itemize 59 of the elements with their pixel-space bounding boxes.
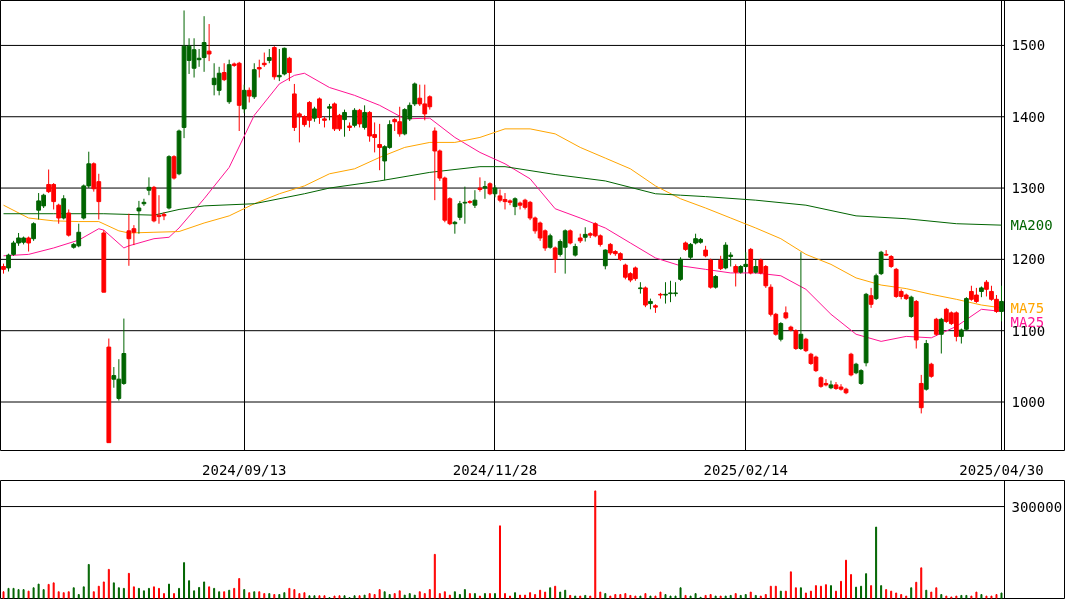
candlestick bbox=[61, 194, 67, 220]
candlestick bbox=[798, 251, 804, 351]
candlestick bbox=[873, 273, 879, 301]
candlestick bbox=[938, 317, 944, 355]
candlestick bbox=[201, 15, 207, 73]
x-tick-label: 2025/04/30 bbox=[959, 461, 1044, 478]
candlestick bbox=[56, 203, 62, 225]
candlestick bbox=[206, 23, 212, 62]
y-tick-label: 300000 bbox=[1011, 498, 1063, 515]
x-tick-label: 2024/11/28 bbox=[452, 461, 538, 478]
candlestick bbox=[868, 287, 874, 309]
candlestick bbox=[953, 310, 959, 342]
candlestick bbox=[146, 176, 152, 196]
candlestick bbox=[778, 321, 784, 342]
series-label: MA200 bbox=[1010, 217, 1053, 234]
candlestick bbox=[908, 295, 914, 319]
candlestick bbox=[171, 154, 177, 180]
candlestick bbox=[467, 199, 473, 205]
candlestick bbox=[638, 281, 643, 295]
candlestick bbox=[276, 48, 282, 82]
series-label: MA75 bbox=[1010, 299, 1045, 316]
candlestick bbox=[512, 196, 518, 216]
y-tick-label: 1300 bbox=[1011, 180, 1046, 197]
y-tick-label: 1000 bbox=[1011, 394, 1046, 411]
candlestick bbox=[342, 109, 347, 138]
candlestick bbox=[883, 249, 889, 257]
candlestick bbox=[362, 104, 367, 131]
candlestick bbox=[286, 56, 292, 82]
candlestick bbox=[748, 247, 754, 275]
candlestick bbox=[432, 126, 438, 201]
y-tick-label: 1200 bbox=[1011, 251, 1046, 268]
candlestick bbox=[643, 285, 648, 308]
candlestick bbox=[723, 241, 729, 270]
candlestick bbox=[663, 281, 668, 305]
candlestick bbox=[317, 96, 322, 125]
candlestick bbox=[216, 66, 222, 96]
candlestick bbox=[999, 285, 1004, 322]
candlestick bbox=[452, 220, 458, 235]
candlestick bbox=[31, 221, 36, 242]
candlestick bbox=[678, 256, 683, 282]
candlestick bbox=[126, 213, 132, 267]
candlestick bbox=[66, 208, 72, 238]
candlestick bbox=[477, 176, 483, 193]
candlestick bbox=[562, 228, 568, 275]
candlestick bbox=[733, 263, 739, 287]
candlestick bbox=[602, 248, 608, 270]
candlestick bbox=[878, 250, 884, 276]
candlestick bbox=[241, 84, 247, 114]
candlestick bbox=[552, 246, 558, 274]
candlestick bbox=[352, 107, 357, 128]
candlestick bbox=[357, 108, 362, 128]
candlestick bbox=[482, 180, 488, 200]
candlestick bbox=[472, 189, 478, 209]
x-tick-label: 2025/02/14 bbox=[703, 461, 788, 478]
y-tick-label: 1400 bbox=[1011, 108, 1046, 125]
x-tick-label: 2024/09/13 bbox=[202, 461, 287, 478]
candlestick bbox=[377, 123, 383, 171]
candlestick bbox=[457, 200, 463, 221]
y-tick-label: 1500 bbox=[1011, 37, 1046, 54]
